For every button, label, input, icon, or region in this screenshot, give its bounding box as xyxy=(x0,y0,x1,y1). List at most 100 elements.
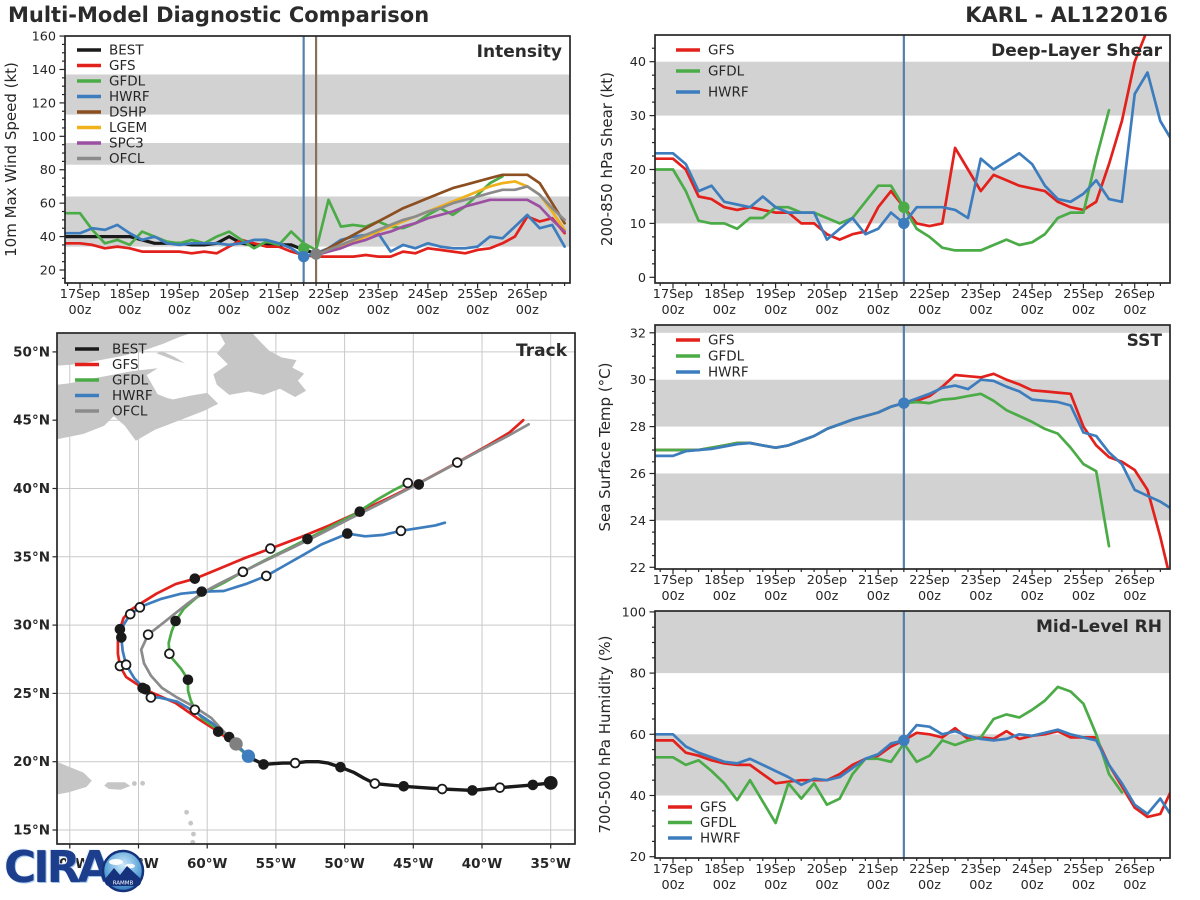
x-tick-hour: 00z xyxy=(466,303,489,318)
x-tick-hour: 00z xyxy=(1021,878,1044,893)
legend-entry-ofcl: OFCL xyxy=(75,404,148,420)
x-tick-date: 20Sep xyxy=(209,287,249,302)
x-tick-date: 21Sep xyxy=(858,287,898,302)
legend-entry-hwrf: HWRF xyxy=(676,365,749,381)
landmass-maritimes xyxy=(57,368,219,441)
legend-entry-hwrf: HWRF xyxy=(77,89,150,105)
x-tick-hour: 00z xyxy=(969,589,992,604)
track-marker-filled xyxy=(413,479,425,490)
x-tick-date: 24Sep xyxy=(408,287,448,302)
init-position-dot xyxy=(241,749,256,763)
lon-tick-label: 60°W xyxy=(187,856,228,872)
x-tick-date: 22Sep xyxy=(308,287,348,302)
track-marker-open xyxy=(369,778,381,789)
track-marker-open xyxy=(402,477,414,489)
intensity-plot-area xyxy=(65,36,566,283)
sst-y-axis-label: Sea Surface Temp (°C) xyxy=(596,362,614,531)
x-tick-date: 19Sep xyxy=(755,862,795,877)
x-tick-date: 23Sep xyxy=(961,573,1001,588)
legend-entry-hwrf: HWRF xyxy=(668,831,741,847)
x-tick-hour: 00z xyxy=(68,303,91,318)
x-tick-date: 26Sep xyxy=(507,287,547,302)
y-tick-label: 80 xyxy=(40,163,56,178)
panel-shear: 17Sep00z18Sep00z19Sep00z20Sep00z21Sep00z… xyxy=(598,34,1171,318)
x-tick-date: 17Sep xyxy=(653,573,693,588)
track-marker-open xyxy=(265,543,276,554)
legend-entry-hwrf: HWRF xyxy=(75,388,153,404)
x-tick-hour: 00z xyxy=(1072,303,1095,318)
legend-entry-gfs: GFS xyxy=(75,357,139,373)
x-tick-date: 19Sep xyxy=(159,287,199,302)
legend-label-lgem: LGEM xyxy=(109,120,147,136)
sst-series-hwrf xyxy=(655,378,1170,510)
track-line-hwrf xyxy=(119,521,447,758)
x-tick-date: 20Sep xyxy=(807,573,847,588)
x-tick-date: 22Sep xyxy=(909,287,949,302)
x-tick-date: 23Sep xyxy=(961,287,1001,302)
x-tick-hour: 00z xyxy=(815,589,838,604)
track-marker-open xyxy=(164,648,175,660)
x-tick-hour: 00z xyxy=(867,303,890,318)
x-tick-date: 23Sep xyxy=(358,287,398,302)
intensity-series-gfdl xyxy=(65,175,504,252)
landmass-quebec-north-shore xyxy=(57,333,191,366)
landmass-puerto-rico xyxy=(104,782,131,790)
lat-tick-label: 25°N xyxy=(13,686,50,702)
y-tick-label: 100 xyxy=(32,130,56,145)
y-tick-label: 40 xyxy=(40,230,56,245)
x-tick-hour: 00z xyxy=(713,589,736,604)
y-tick-label: 60 xyxy=(40,197,56,212)
track-marker-open xyxy=(494,782,506,793)
track-marker-open xyxy=(289,757,301,769)
x-tick-date: 20Sep xyxy=(807,862,847,877)
sst-border xyxy=(654,324,1171,570)
y-tick-label: 30 xyxy=(630,109,646,124)
x-tick-hour: 00z xyxy=(764,589,787,604)
y-tick-label: 140 xyxy=(32,63,56,78)
track-marker-filled xyxy=(182,674,194,686)
legend-label-gfs: GFS xyxy=(112,357,139,373)
legend-label-ofcl: OFCL xyxy=(109,151,145,167)
y-tick-label: 60 xyxy=(630,728,646,743)
legend-label-dshp: DSHP xyxy=(109,105,146,121)
island xyxy=(191,831,196,837)
panel-intensity: 17Sep00z18Sep00z19Sep00z20Sep00z21Sep00z… xyxy=(2,30,571,318)
y-tick-label: 30 xyxy=(630,373,646,388)
intensity-y-axis-label: 10m Max Wind Speed (kt) xyxy=(2,62,20,257)
legend-label-gfdl: GFDL xyxy=(112,373,149,389)
track-marker-open xyxy=(395,525,407,537)
x-tick-hour: 00z xyxy=(969,303,992,318)
x-tick-date: 26Sep xyxy=(1114,573,1154,588)
legend-label-ofcl: OFCL xyxy=(112,404,148,420)
legend-label-hwrf: HWRF xyxy=(700,831,741,847)
sst-plot-area xyxy=(655,325,1170,569)
x-tick-date: 24Sep xyxy=(1012,862,1052,877)
legend-entry-gfs: GFS xyxy=(676,43,735,59)
track-marker-filled xyxy=(398,780,409,792)
intensity-series-spc3 xyxy=(314,198,566,257)
x-tick-date: 25Sep xyxy=(1063,287,1103,302)
x-tick-hour: 00z xyxy=(918,878,941,893)
threshold-band xyxy=(655,61,1170,116)
island xyxy=(184,809,189,815)
legend-entry-gfs: GFS xyxy=(676,333,735,349)
shear-border xyxy=(654,34,1171,284)
track-marker-open xyxy=(145,692,157,703)
y-tick-label: 20 xyxy=(630,163,646,178)
legend-entry-gfs: GFS xyxy=(77,58,136,74)
island xyxy=(188,820,194,826)
legend-entry-hwrf: HWRF xyxy=(676,85,749,101)
legend-entry-gfdl: GFDL xyxy=(676,64,745,80)
x-tick-hour: 00z xyxy=(168,303,191,318)
legend-label-gfdl: GFDL xyxy=(708,64,745,80)
x-tick-hour: 00z xyxy=(815,303,838,318)
x-tick-hour: 00z xyxy=(867,878,890,893)
x-tick-date: 25Sep xyxy=(1063,573,1103,588)
x-tick-date: 25Sep xyxy=(457,287,497,302)
track-marker-filled xyxy=(212,726,224,737)
x-tick-hour: 00z xyxy=(764,878,787,893)
x-tick-hour: 00z xyxy=(118,303,141,318)
init-dot xyxy=(297,250,310,263)
legend-label-best: BEST xyxy=(109,43,144,59)
